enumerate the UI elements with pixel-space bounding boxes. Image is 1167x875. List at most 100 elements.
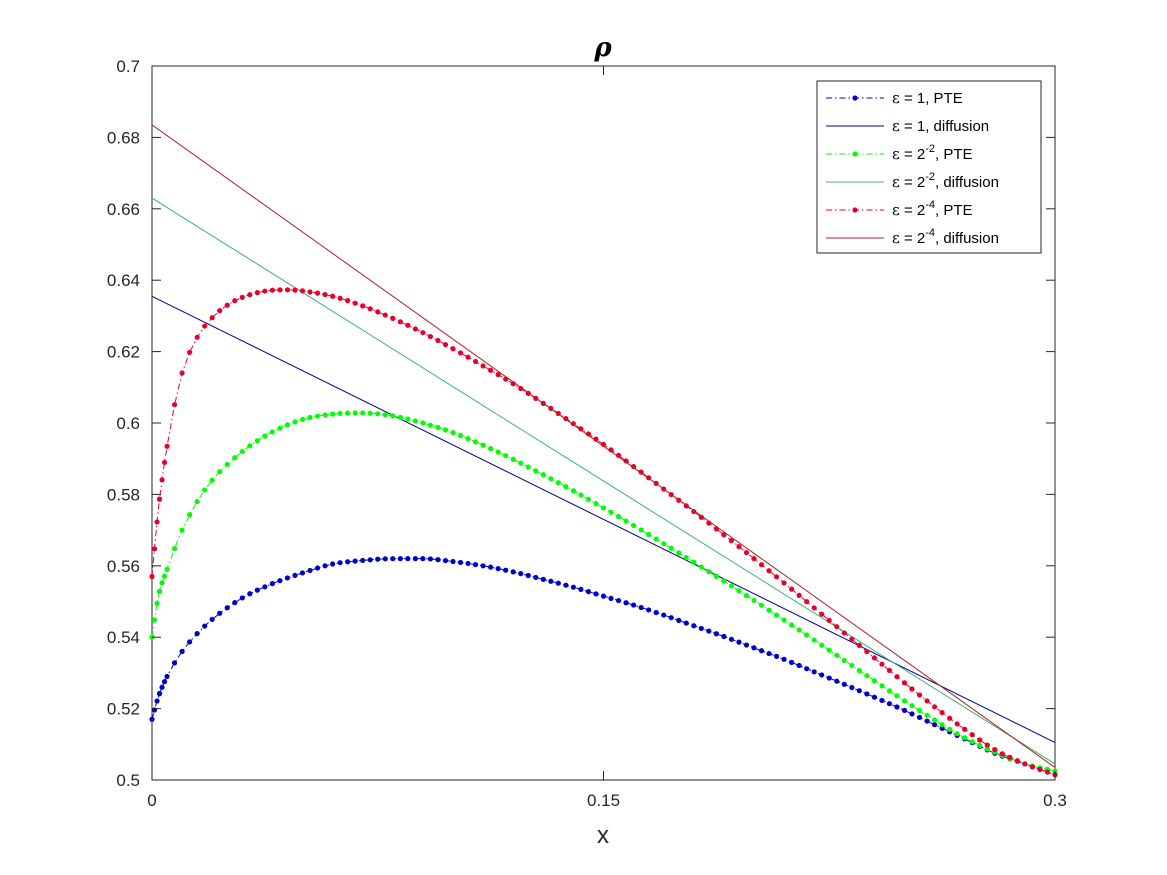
- series-point: [600, 593, 607, 599]
- series-point: [314, 290, 321, 296]
- series-point: [691, 559, 697, 565]
- series-point: [254, 290, 260, 296]
- series-point: [284, 575, 291, 581]
- series-point: [736, 639, 742, 645]
- series-point: [826, 647, 832, 653]
- series-point: [337, 410, 343, 417]
- series-point: [156, 691, 163, 697]
- series-point: [879, 661, 885, 667]
- series-point: [916, 714, 923, 721]
- series-point: [871, 694, 878, 700]
- series-point: [412, 326, 418, 332]
- series-point: [352, 558, 358, 564]
- series-point: [615, 514, 622, 520]
- series-point: [676, 617, 682, 623]
- series-point: [811, 669, 817, 675]
- series-point: [209, 616, 215, 622]
- series-point: [766, 568, 772, 574]
- series-point: [819, 611, 825, 617]
- series-point: [254, 587, 260, 593]
- series-point: [804, 632, 810, 638]
- series-point: [1007, 754, 1013, 761]
- series-point: [217, 610, 223, 616]
- series-point: [864, 649, 870, 655]
- series-point: [375, 309, 381, 315]
- series-point: [766, 650, 772, 657]
- series-point: [834, 624, 840, 630]
- series-point: [540, 576, 546, 582]
- series-line: [151, 295, 1056, 743]
- series-point: [390, 315, 396, 321]
- legend-swatch-marker: [852, 207, 858, 213]
- series-point: [262, 433, 268, 439]
- series-point: [161, 573, 168, 579]
- y-tick-label: 0.62: [107, 343, 140, 362]
- series-point: [194, 631, 200, 637]
- series-point: [179, 527, 185, 533]
- series-point: [932, 722, 938, 728]
- series-point: [856, 668, 862, 674]
- legend-label: ε = 2-4, PTE: [892, 199, 973, 219]
- series-point: [811, 605, 817, 611]
- series-point: [698, 514, 704, 520]
- series-line: [151, 124, 1056, 768]
- series-point: [924, 698, 930, 704]
- series-point: [804, 599, 810, 605]
- series-point: [390, 556, 396, 562]
- series-point: [480, 363, 486, 369]
- legend-swatch-marker: [852, 151, 858, 157]
- series-point: [314, 565, 321, 571]
- series-point: [841, 681, 847, 687]
- series-point: [728, 538, 735, 544]
- series-point: [751, 556, 757, 562]
- series-point: [773, 653, 780, 660]
- series-point: [194, 498, 200, 505]
- series-point: [277, 578, 283, 584]
- series-point: [239, 448, 245, 455]
- series-point: [450, 346, 456, 352]
- y-tick-label: 0.64: [107, 271, 140, 290]
- series-point: [262, 288, 268, 294]
- series-point: [939, 722, 945, 728]
- series-point: [758, 648, 765, 654]
- series-point: [646, 531, 652, 538]
- series-point: [1014, 758, 1020, 764]
- legend-entry: ε = 2-2, PTE: [826, 143, 973, 163]
- series-group: [151, 295, 1056, 743]
- series-point: [330, 561, 336, 567]
- x-tick-label: 0.15: [587, 791, 620, 810]
- series-point: [781, 617, 787, 623]
- series-point: [322, 563, 328, 569]
- legend-label: ε = 1, diffusion: [892, 117, 989, 135]
- series-point: [977, 742, 983, 748]
- series-point: [623, 600, 629, 606]
- series-point: [525, 464, 531, 470]
- legend-entry: ε = 1, diffusion: [826, 117, 989, 135]
- series-point: [743, 642, 750, 648]
- series-point: [194, 334, 200, 340]
- series-point: [736, 588, 742, 594]
- series-point: [585, 496, 592, 502]
- series-point: [457, 350, 464, 356]
- series-point: [653, 536, 659, 542]
- series-point: [909, 711, 915, 717]
- series-point: [232, 600, 238, 606]
- series-point: [901, 707, 908, 713]
- series-point: [307, 414, 313, 421]
- y-tick-label: 0.56: [107, 557, 140, 576]
- series-point: [161, 679, 168, 685]
- series-point: [299, 416, 306, 423]
- y-tick-label: 0.54: [107, 628, 140, 647]
- series-point: [224, 302, 230, 308]
- chart-title: ρ: [593, 33, 612, 63]
- series-point: [804, 666, 810, 672]
- series-point: [217, 469, 223, 475]
- series-point: [721, 532, 727, 538]
- series-point: [450, 558, 456, 565]
- series-point: [405, 556, 411, 562]
- series-point: [277, 287, 283, 293]
- series-point: [488, 445, 494, 452]
- series-point: [593, 501, 599, 507]
- series-point: [901, 680, 908, 686]
- series-point: [151, 617, 158, 623]
